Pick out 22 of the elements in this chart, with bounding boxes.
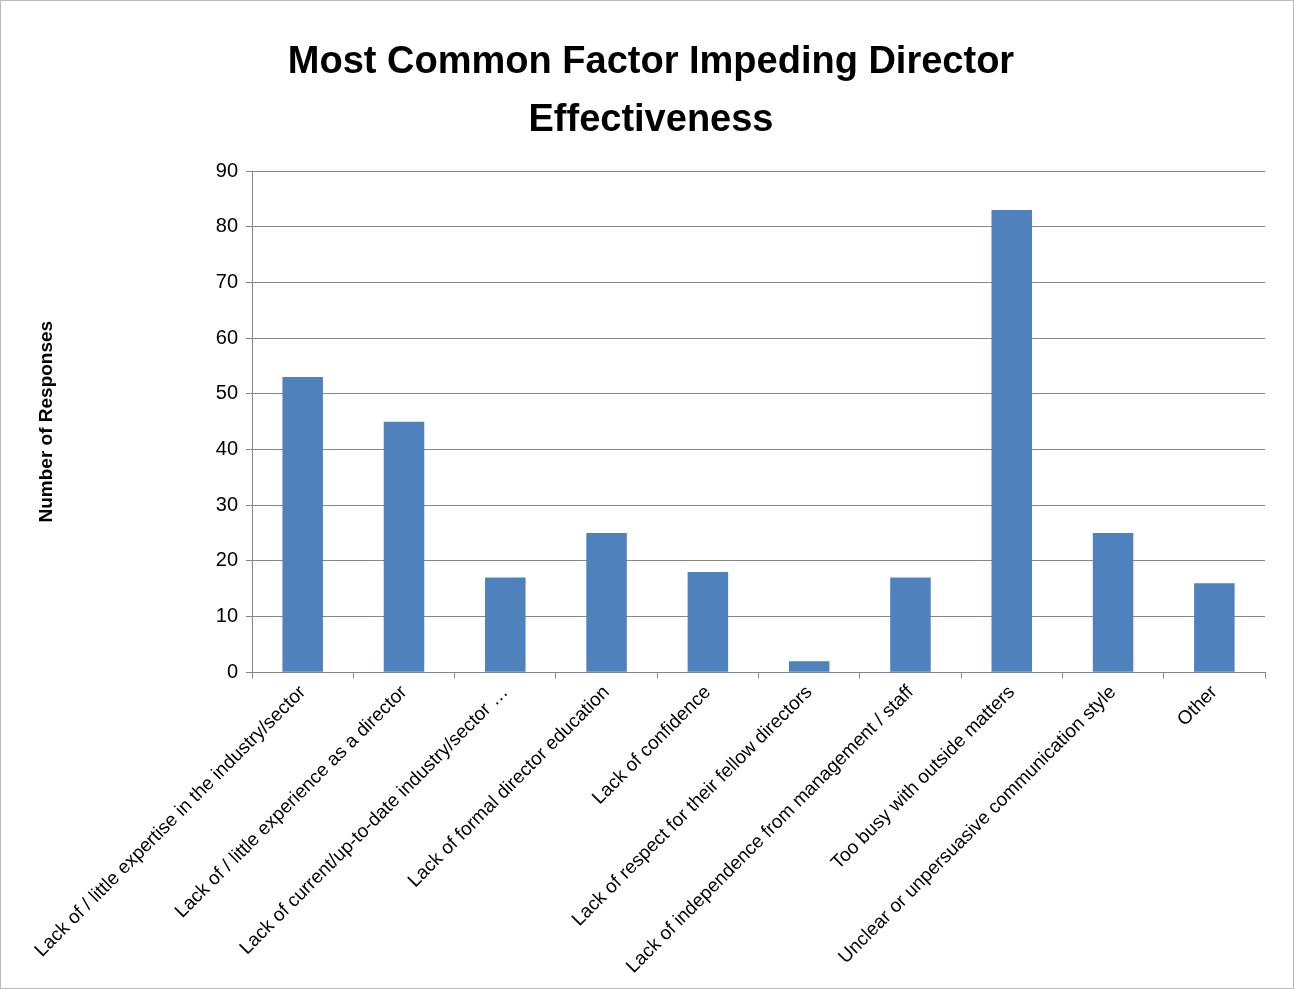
bar — [485, 577, 526, 672]
y-tick-label: 0 — [226, 659, 239, 682]
y-tick-label: 60 — [215, 325, 239, 348]
bar — [890, 577, 931, 672]
bar — [1092, 533, 1134, 672]
y-tick-label: 50 — [215, 381, 239, 404]
bar — [383, 421, 425, 672]
y-axis-title: Number of Responses — [34, 320, 56, 523]
y-tick-label: 80 — [215, 214, 239, 237]
bar — [991, 209, 1033, 672]
y-tick-label: 20 — [215, 548, 239, 571]
bar — [687, 572, 729, 672]
chart-title: Most Common Factor Impeding Director Effectiveness — [286, 38, 1016, 141]
bar — [788, 661, 830, 672]
bar — [282, 377, 323, 672]
y-tick-label: 30 — [215, 492, 239, 515]
y-tick-label: 40 — [215, 437, 239, 460]
bar — [586, 533, 627, 672]
y-tick-label: 70 — [215, 269, 239, 292]
bar — [1194, 583, 1235, 672]
y-tick-label: 90 — [215, 158, 239, 181]
y-tick-label: 10 — [215, 604, 239, 627]
